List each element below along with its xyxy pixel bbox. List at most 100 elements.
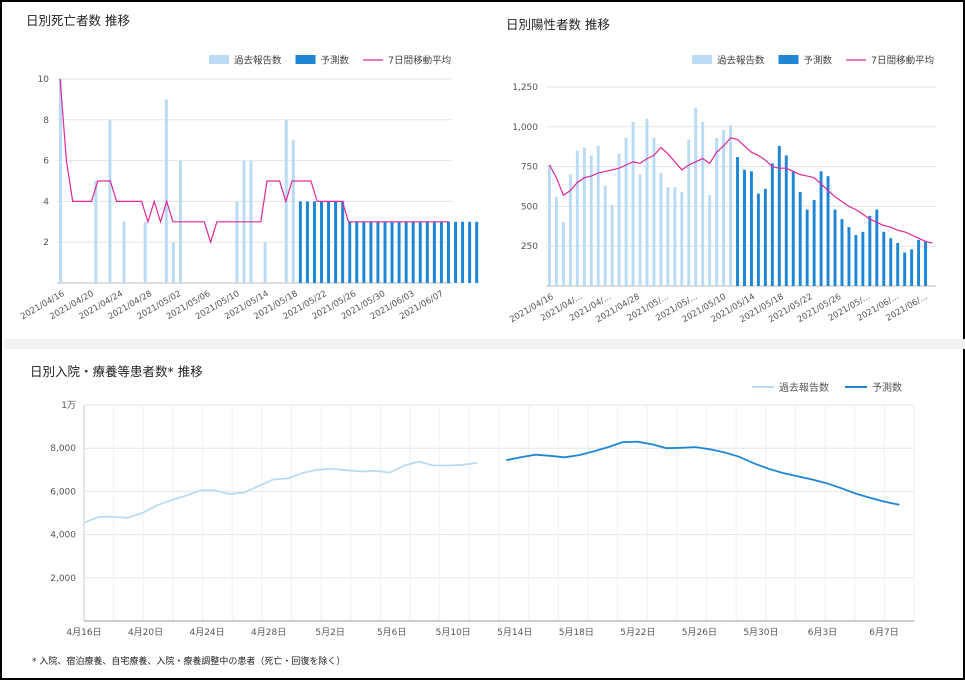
bar-past [122,221,126,283]
bar-past [596,145,600,286]
bar-forecast [461,221,465,283]
x-tick-label: 5月22日 [620,627,655,638]
bar-forecast [390,221,394,283]
bar-past [291,140,295,283]
moving-average-line [59,78,449,245]
y-tick-label: 6,000 [50,487,76,497]
bar-forecast [833,209,837,286]
y-tick-label: 6 [43,157,49,167]
bar-forecast [348,221,352,283]
y-tick-label: 1,000 [512,123,538,133]
bar-past [673,187,677,286]
bar-forecast [362,221,366,283]
bar-forecast [868,215,872,286]
bar-forecast [312,201,316,283]
bar-past [701,121,705,286]
bar-forecast [341,201,345,283]
deaths-title: 日別死亡者数 推移 [26,13,130,28]
bar-forecast [411,221,415,283]
y-tick-label: 250 [521,242,538,252]
bar-forecast [327,201,331,283]
bar-past [235,201,239,283]
bar-forecast [847,227,851,286]
x-tick-label: 5月10日 [436,627,471,638]
bar-forecast [475,221,479,283]
bar-forecast [383,221,387,283]
deaths-chart: 2468102021/04/162021/04/202021/04/242021… [19,55,479,322]
legend-label-0: 過去報告数 [234,55,282,67]
bar-forecast [432,221,436,283]
y-tick-label: 8 [43,116,49,126]
bar-forecast [924,241,928,286]
bar-past [164,99,168,284]
bar-forecast [777,145,781,286]
bar-forecast [468,221,472,283]
bar-past [645,118,649,286]
bar-past [680,192,684,286]
bar-forecast [819,171,823,286]
bar-forecast [454,221,458,283]
bar-past [694,107,698,287]
bar-forecast [882,231,886,286]
bar-past [666,187,670,286]
y-tick-label: 8,000 [50,444,76,454]
y-tick-label: 500 [521,202,538,212]
legend-label-1: 予測数 [872,381,902,394]
bar-forecast [826,176,830,286]
y-tick-label: 750 [521,163,538,173]
y-tick-label: 1,250 [512,83,538,93]
bar-past [652,137,656,286]
bar-forecast [418,221,422,283]
bar-forecast [298,201,302,283]
bar-forecast [861,231,865,286]
bar-past [638,174,642,286]
cases-panel: 日別陽性者数 推移 250 500 750 1,000 1,250 2021/04/16 2… [484,2,963,337]
bar-forecast [840,219,844,286]
bar-past [171,242,175,283]
footnote: * 入院、宿泊療養、自宅療養、入院・療養調整中の患者（死亡・回復を除く） [32,657,346,667]
bar-past [715,137,719,286]
bar-past [722,129,726,286]
y-tick-label: 4 [43,197,49,207]
bar-forecast [756,193,760,286]
past-line [83,460,478,524]
x-tick-label: 5月26日 [682,627,717,638]
x-tick-label: 5月6日 [377,627,406,638]
bar-forecast [355,221,359,283]
y-tick-label: 1万 [61,401,76,411]
bar-past [687,139,691,286]
bar-past [554,196,558,286]
cases-chart: 2505007501,0001,2502021/04/162021/04/...… [508,55,936,325]
bar-forecast [812,200,816,286]
bar-forecast [305,201,309,283]
bar-forecast [736,157,739,286]
legend-swatch-1 [778,55,799,64]
bar-past [631,121,635,286]
bar-forecast [439,221,443,283]
bar-forecast [743,169,746,286]
bar-past [603,185,607,286]
x-tick-label: 4月24日 [189,627,224,638]
legend-swatch-0 [692,55,712,64]
legend-swatch-1 [295,55,316,64]
moving-average-line [548,137,933,244]
bar-forecast [763,188,767,286]
bar-past [568,174,572,286]
x-tick-label: 6月7日 [869,627,898,638]
x-tick-label: 4月20日 [128,627,163,638]
bar-forecast [889,238,893,286]
bar-past [589,155,593,286]
bar-past [143,221,147,283]
bar-past [610,204,614,286]
y-tick-label: 2,000 [50,574,76,584]
bar-past [59,79,63,283]
bar-forecast [917,239,921,286]
bar-forecast [376,221,380,283]
bar-past [263,242,267,283]
bar-past [548,164,551,286]
bar-forecast [369,221,373,283]
patients-title: 日別入院・療養等患者数* 推移 [30,364,203,379]
legend-label-0: 過去報告数 [717,55,765,67]
bar-forecast [749,171,753,286]
